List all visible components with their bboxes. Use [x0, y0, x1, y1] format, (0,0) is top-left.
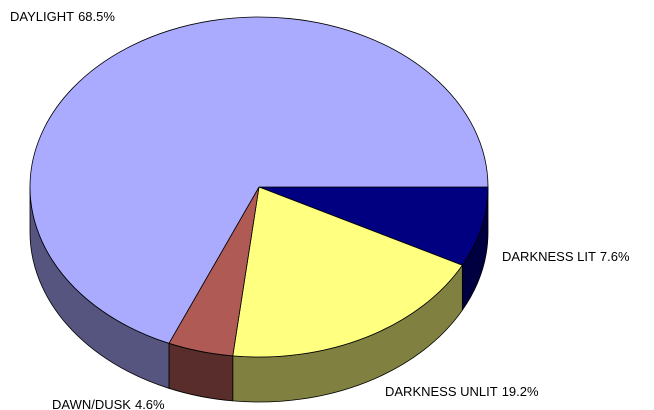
slice-value: 19.2% [502, 384, 539, 399]
slice-category: DAWN/DUSK [52, 397, 131, 410]
slice-category: DAYLIGHT [10, 9, 74, 24]
slice-value: 4.6% [135, 397, 165, 410]
slice-category: DARKNESS LIT [502, 249, 596, 264]
slice-value: 68.5% [78, 9, 115, 24]
slice-category: DARKNESS UNLIT [385, 384, 498, 399]
pie-slice [258, 186, 489, 266]
slice-label: DAWN/DUSK 4.6% [52, 397, 165, 410]
pie-tops [29, 16, 489, 358]
pie-slice [232, 186, 463, 358]
pie-sides [29, 186, 489, 403]
pie-slice [29, 16, 489, 344]
slice-value: 7.6% [600, 249, 630, 264]
labels: DARKNESS LIT 7.6% DARKNESS UNLIT 19.2% DAWN/… [10, 9, 630, 410]
slice-label: DARKNESS LIT 7.6% [502, 249, 630, 264]
slice-label: DARKNESS UNLIT 19.2% [385, 384, 539, 399]
slice-label: DAYLIGHT 68.5% [10, 9, 115, 24]
